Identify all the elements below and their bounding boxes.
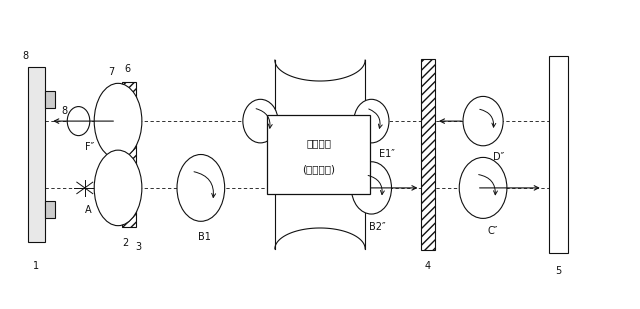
Ellipse shape — [243, 99, 278, 143]
Polygon shape — [549, 56, 568, 253]
Polygon shape — [45, 201, 54, 218]
Polygon shape — [45, 91, 54, 108]
Text: 7: 7 — [109, 67, 115, 77]
Text: 8: 8 — [22, 51, 28, 61]
Text: 検知物体: 検知物体 — [307, 138, 332, 148]
Ellipse shape — [460, 157, 507, 218]
Text: A: A — [84, 205, 92, 215]
Text: 1: 1 — [33, 260, 40, 270]
Text: 8: 8 — [61, 106, 67, 116]
Text: D″: D″ — [493, 152, 504, 163]
Ellipse shape — [463, 96, 503, 146]
Ellipse shape — [94, 83, 142, 159]
Ellipse shape — [94, 150, 142, 226]
Polygon shape — [421, 59, 435, 250]
Text: 5: 5 — [556, 266, 561, 276]
Polygon shape — [268, 115, 370, 194]
Text: 3: 3 — [136, 242, 142, 252]
Ellipse shape — [67, 107, 90, 136]
Text: (複屈折体): (複屈折体) — [302, 164, 335, 174]
Polygon shape — [122, 82, 136, 227]
Text: E2″: E2″ — [268, 150, 284, 159]
Text: B2″: B2″ — [369, 222, 386, 232]
Polygon shape — [28, 67, 45, 242]
Text: 2: 2 — [122, 238, 129, 248]
Text: B1: B1 — [198, 232, 211, 242]
Text: 4: 4 — [425, 261, 431, 271]
Text: F″: F″ — [85, 142, 95, 152]
Text: E1″: E1″ — [379, 150, 395, 159]
Text: 6: 6 — [124, 64, 131, 74]
Text: C″: C″ — [487, 226, 498, 236]
Ellipse shape — [351, 162, 392, 214]
Ellipse shape — [177, 154, 225, 221]
Ellipse shape — [354, 99, 389, 143]
